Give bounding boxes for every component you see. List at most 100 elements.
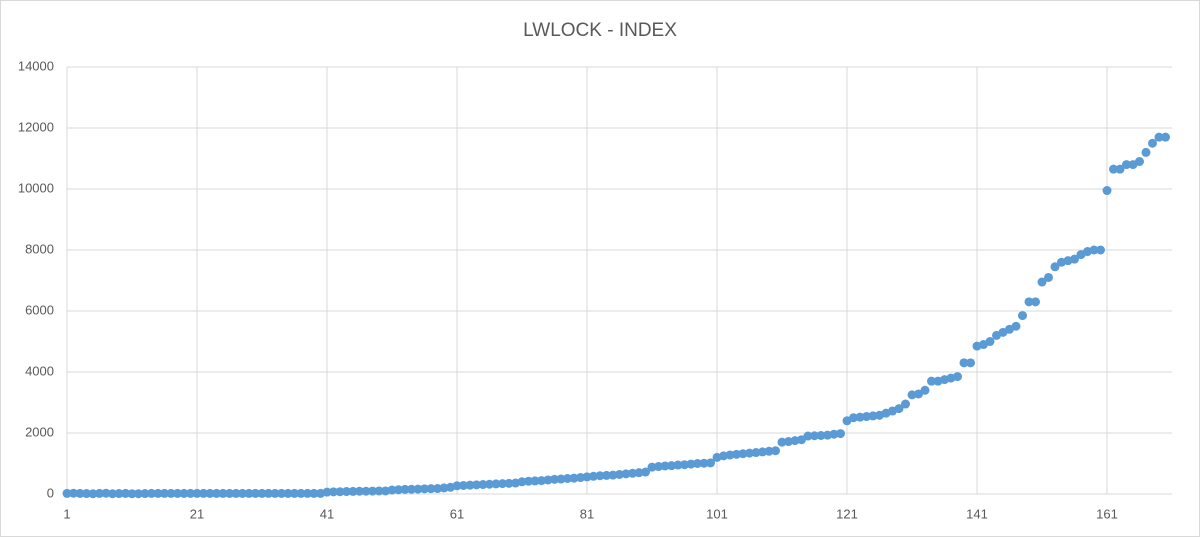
- data-point: [615, 469, 624, 479]
- x-tick-label: 101: [706, 506, 728, 521]
- data-point: [582, 472, 592, 482]
- x-tick-label: 1: [63, 506, 70, 521]
- data-point: [680, 460, 689, 470]
- data-point: [433, 484, 442, 494]
- data-point: [205, 488, 215, 498]
- data-point: [569, 473, 579, 483]
- data-point: [524, 476, 533, 486]
- x-tick-label: 81: [580, 506, 594, 521]
- data-point: [394, 485, 403, 495]
- y-tick-label: 2000: [25, 424, 54, 439]
- data-point: [836, 429, 845, 439]
- data-point: [758, 447, 767, 457]
- data-point: [387, 485, 397, 495]
- data-point: [114, 489, 124, 499]
- data-point: [771, 446, 780, 456]
- data-point: [101, 488, 111, 498]
- data-point: [654, 462, 663, 472]
- data-point: [400, 484, 410, 494]
- data-point: [959, 358, 969, 368]
- data-point: [218, 488, 228, 498]
- data-point: [634, 468, 644, 478]
- data-point: [186, 488, 195, 498]
- y-tick-label: 8000: [25, 241, 54, 256]
- data-point: [537, 476, 546, 486]
- data-point: [868, 411, 878, 421]
- x-tick-label: 61: [450, 506, 464, 521]
- data-point: [641, 467, 650, 477]
- data-point: [628, 468, 637, 478]
- data-point: [426, 484, 436, 494]
- data-point: [166, 488, 176, 498]
- chart-title: LWLOCK - INDEX: [523, 20, 677, 41]
- data-point: [803, 431, 813, 441]
- data-point: [563, 473, 572, 483]
- data-point: [277, 488, 286, 498]
- data-point: [855, 412, 865, 422]
- data-point: [686, 459, 696, 469]
- data-point: [296, 488, 306, 498]
- data-point: [1122, 160, 1131, 170]
- data-point: [1096, 245, 1105, 255]
- x-tick-label: 121: [836, 506, 858, 521]
- data-point: [368, 486, 377, 496]
- data-point: [329, 487, 338, 497]
- data-point: [82, 489, 91, 499]
- data-point: [238, 488, 247, 498]
- data-point: [1037, 277, 1047, 287]
- data-point: [706, 458, 715, 468]
- data-point: [127, 489, 137, 499]
- data-point: [173, 488, 182, 498]
- data-point: [413, 484, 423, 494]
- data-point: [355, 486, 364, 496]
- data-point: [244, 488, 254, 498]
- data-point: [62, 488, 72, 498]
- data-point: [1024, 297, 1034, 307]
- data-point: [290, 488, 299, 498]
- data-point: [160, 488, 169, 498]
- x-tick-label: 21: [190, 506, 204, 521]
- data-point: [1154, 132, 1164, 142]
- data-point: [985, 337, 995, 346]
- data-point: [309, 488, 319, 498]
- data-point: [342, 487, 351, 497]
- data-point: [407, 484, 416, 494]
- data-point: [816, 430, 826, 440]
- data-point: [699, 458, 709, 468]
- data-point: [439, 483, 449, 493]
- data-point: [543, 475, 553, 485]
- data-point: [153, 488, 163, 498]
- data-point: [491, 479, 501, 489]
- data-point: [199, 488, 208, 498]
- data-point: [1161, 132, 1170, 142]
- data-point: [966, 358, 975, 368]
- data-point: [660, 461, 670, 471]
- data-point: [361, 486, 371, 496]
- data-point: [1031, 297, 1040, 307]
- data-point: [725, 450, 735, 460]
- x-tick-label: 41: [320, 506, 334, 521]
- data-point: [1018, 311, 1027, 321]
- data-point: [576, 473, 585, 483]
- data-point: [745, 448, 754, 458]
- data-point: [374, 486, 384, 496]
- data-point: [251, 488, 260, 498]
- data-point: [777, 437, 787, 447]
- data-point: [192, 488, 202, 498]
- data-point: [478, 480, 488, 490]
- data-point: [303, 488, 312, 498]
- data-point: [283, 488, 293, 498]
- y-tick-label: 12000: [18, 119, 54, 134]
- data-point: [693, 459, 702, 468]
- data-point: [894, 404, 904, 414]
- data-point: [88, 489, 98, 499]
- y-tick-label: 4000: [25, 363, 54, 378]
- data-point: [751, 448, 761, 458]
- data-point: [1050, 262, 1060, 272]
- data-point: [485, 479, 494, 489]
- data-point: [1141, 147, 1151, 157]
- data-point: [452, 481, 462, 491]
- data-point: [147, 488, 156, 498]
- data-point: [927, 376, 936, 386]
